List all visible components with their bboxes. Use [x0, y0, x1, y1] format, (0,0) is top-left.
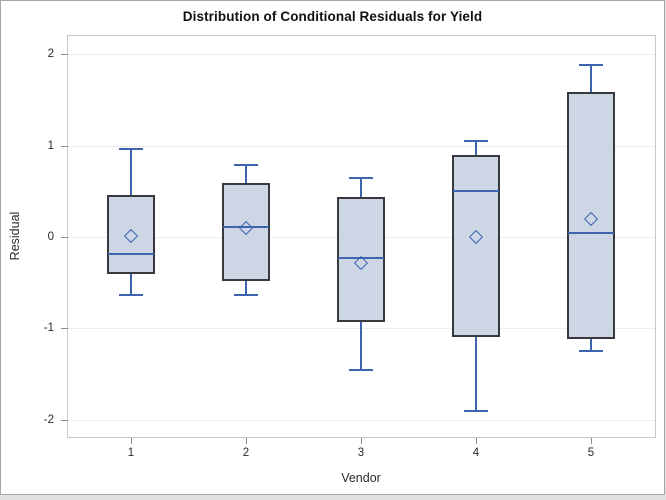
lower-whisker [475, 337, 477, 412]
upper-whisker-cap [234, 163, 258, 166]
upper-whisker-cap [579, 64, 603, 67]
lower-whisker-cap [234, 293, 258, 296]
y-tick-mark [61, 146, 68, 147]
x-tick-label: 4 [472, 447, 480, 459]
lower-whisker-cap [579, 350, 603, 353]
x-tick-mark [131, 438, 132, 444]
x-tick-mark [476, 438, 477, 444]
upper-whisker-cap [464, 140, 488, 143]
y-tick-mark [61, 328, 68, 329]
x-tick-mark [591, 438, 592, 444]
x-axis-label: Vendor [341, 471, 381, 485]
y-tick-label: 0 [47, 231, 54, 243]
lower-whisker [245, 280, 247, 295]
lower-whisker-cap [349, 369, 373, 372]
y-tick-label: -2 [43, 414, 54, 426]
y-tick-label: -1 [43, 322, 54, 334]
median-line [453, 190, 499, 193]
chart-title: Distribution of Conditional Residuals fo… [182, 9, 483, 24]
upper-whisker [130, 149, 132, 195]
x-tick-label: 3 [357, 447, 365, 459]
median-line [108, 253, 154, 256]
lower-whisker-cap [464, 410, 488, 413]
plot-area [67, 35, 656, 438]
x-tick-mark [246, 438, 247, 444]
x-tick-label: 5 [587, 447, 595, 459]
x-tick-label: 2 [242, 447, 250, 459]
y-tick-mark [61, 420, 68, 421]
x-tick-label: 1 [127, 447, 135, 459]
y-tick-label: 1 [47, 140, 54, 152]
gridline [68, 146, 655, 147]
gridline [68, 420, 655, 421]
median-line [568, 232, 614, 235]
upper-whisker-cap [119, 148, 143, 151]
lower-whisker [130, 274, 132, 295]
y-tick-mark [61, 54, 68, 55]
lower-whisker [590, 339, 592, 352]
box [567, 91, 615, 340]
gridline [68, 54, 655, 55]
upper-whisker [245, 164, 247, 184]
upper-whisker-cap [349, 177, 373, 180]
upper-whisker [360, 178, 362, 197]
x-tick-mark [361, 438, 362, 444]
lower-whisker [360, 321, 362, 371]
upper-whisker [475, 141, 477, 155]
median-line [338, 256, 384, 259]
y-tick-label: 2 [47, 48, 54, 60]
box [337, 196, 385, 322]
median-line [223, 225, 269, 228]
box [452, 154, 500, 338]
upper-whisker [590, 65, 592, 92]
box [107, 194, 155, 275]
y-tick-mark [61, 237, 68, 238]
box [222, 183, 270, 281]
lower-whisker-cap [119, 293, 143, 296]
